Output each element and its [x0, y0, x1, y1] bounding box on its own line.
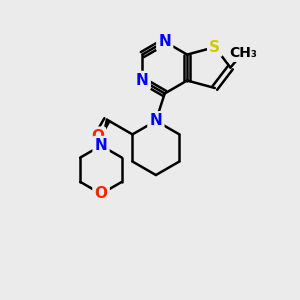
Text: O: O — [91, 129, 104, 144]
Text: N: N — [136, 73, 149, 88]
Text: N: N — [95, 138, 107, 153]
Text: O: O — [94, 186, 107, 201]
Text: N: N — [158, 34, 171, 49]
Text: N: N — [149, 113, 162, 128]
Text: CH₃: CH₃ — [229, 46, 257, 60]
Text: S: S — [209, 40, 220, 55]
